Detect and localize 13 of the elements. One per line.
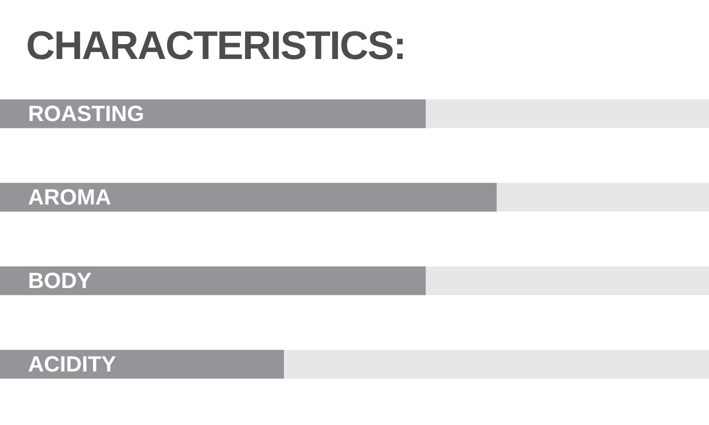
bar xyxy=(425,266,709,296)
y-tick-label: BODY xyxy=(28,268,92,293)
bar xyxy=(496,182,709,212)
y-tick-label: ACIDITY xyxy=(28,351,116,376)
y-tick-label: AROMA xyxy=(28,184,112,210)
text: CHARACTERISTICS: xyxy=(26,24,406,69)
bar xyxy=(0,266,426,296)
y-tick-label: ROASTING xyxy=(28,100,144,126)
bar xyxy=(0,99,426,128)
bar xyxy=(0,182,497,212)
bar xyxy=(425,99,709,128)
bar xyxy=(0,350,284,379)
bar xyxy=(283,350,709,379)
